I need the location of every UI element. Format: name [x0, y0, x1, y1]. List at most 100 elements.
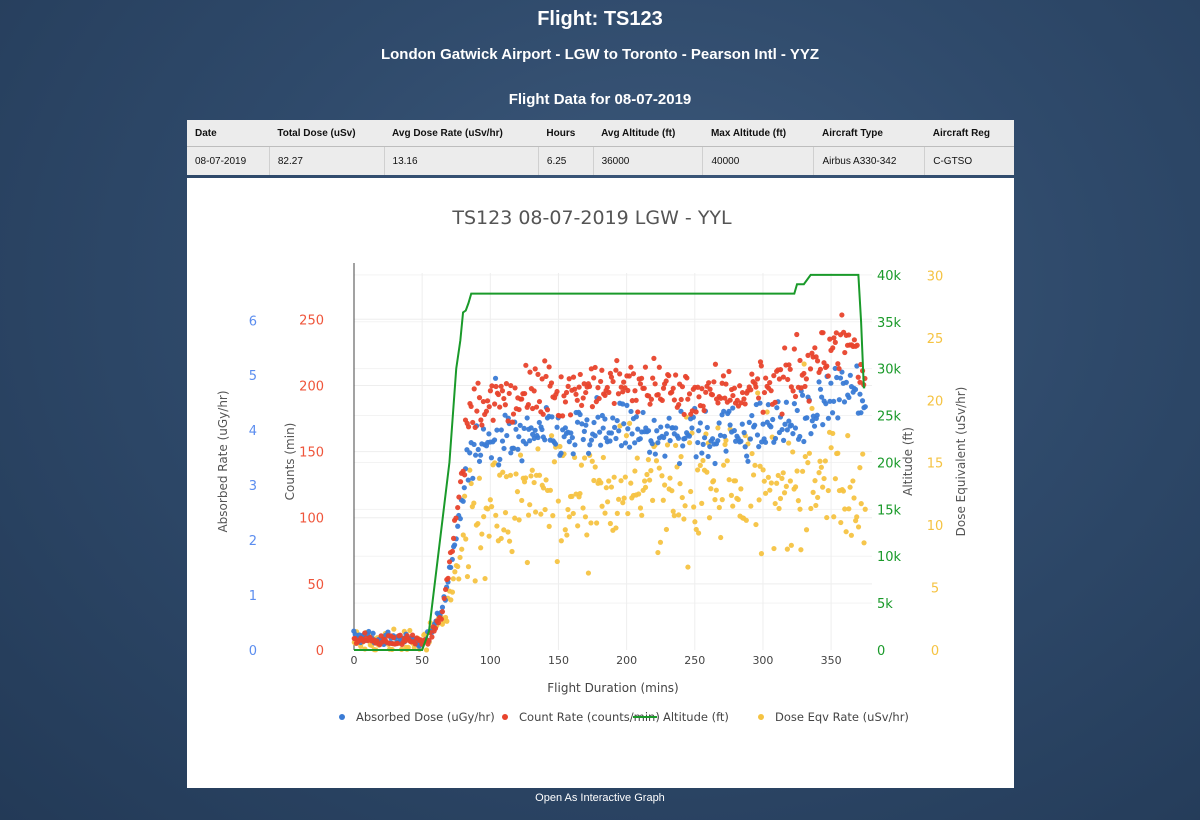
counts-point	[671, 397, 677, 403]
absorbed-point	[654, 428, 660, 434]
column-header: Date	[187, 120, 270, 147]
absorbed-point	[549, 414, 555, 420]
counts-point	[543, 373, 549, 380]
dose-point	[663, 526, 670, 533]
absorbed-point	[697, 420, 703, 426]
dose-point	[797, 506, 803, 512]
counts-point	[780, 374, 786, 380]
counts-point	[503, 381, 510, 387]
counts-point	[378, 633, 384, 639]
counts-point	[633, 397, 639, 403]
counts-point	[606, 389, 612, 395]
absorbed-point	[591, 419, 597, 426]
dose-point	[656, 465, 662, 471]
counts-point	[652, 381, 658, 387]
absorbed-point	[491, 437, 498, 443]
dose-point	[662, 482, 668, 488]
absorbed-point	[658, 424, 664, 430]
counts-point	[753, 384, 759, 390]
dose-point	[848, 532, 854, 538]
counts-point	[669, 389, 675, 395]
counts-point	[831, 335, 837, 341]
absorbed-tick-label: 6	[249, 314, 257, 329]
dose-point	[613, 525, 619, 531]
absorbed-point	[709, 436, 716, 442]
absorbed-point	[792, 425, 799, 431]
dose-point	[584, 532, 590, 538]
counts-point	[610, 378, 616, 385]
dose-point	[798, 547, 804, 553]
dose-point	[862, 506, 868, 512]
dose-point	[591, 477, 597, 484]
counts-point	[602, 392, 608, 399]
chart-container[interactable]: TS123 08-07-2019 LGW - YYL 0 50 100 150 200 25…	[187, 178, 1014, 788]
absorbed-point	[581, 428, 587, 434]
dose-point	[738, 486, 744, 492]
absorbed-point	[749, 412, 755, 419]
absorbed-point	[837, 375, 844, 381]
absorbed-point	[689, 425, 695, 431]
dose-point	[628, 480, 634, 486]
dose-point	[577, 490, 583, 497]
absorbed-point	[772, 435, 779, 442]
dose-point	[636, 491, 642, 497]
altitude-tick-label: 15k	[877, 503, 902, 518]
dose-point	[803, 527, 810, 533]
absorbed-point	[666, 415, 672, 421]
absorbed-point	[530, 431, 536, 437]
counts-point	[394, 640, 401, 646]
dose-point	[550, 513, 556, 519]
dose-point	[598, 480, 604, 486]
counts-point	[693, 409, 699, 415]
dose-point	[851, 495, 857, 501]
altitude-tick-label: 20k	[877, 456, 902, 471]
dose-tick-label: 0	[931, 644, 939, 659]
absorbed-point	[741, 430, 747, 436]
absorbed-point	[843, 379, 849, 385]
counts-point	[830, 345, 836, 351]
absorbed-point	[804, 415, 810, 421]
dose-point	[686, 440, 693, 446]
counts-point	[650, 375, 656, 381]
counts-point	[776, 376, 783, 382]
dose-point	[501, 527, 507, 533]
dose-point	[358, 643, 364, 649]
counts-point	[748, 387, 754, 393]
dose-point	[755, 390, 761, 396]
absorbed-point	[854, 363, 860, 369]
dose-point	[547, 487, 553, 493]
dose-point	[667, 475, 673, 481]
dose-point	[500, 469, 506, 475]
absorbed-point	[859, 398, 866, 404]
dose-point	[838, 519, 844, 526]
dose-point	[691, 504, 697, 510]
dose-point	[456, 576, 462, 582]
counts-point	[726, 368, 732, 375]
dose-point	[783, 483, 789, 490]
counts-point	[663, 378, 669, 384]
open-interactive-graph-link[interactable]: Open As Interactive Graph	[535, 792, 665, 804]
absorbed-point	[602, 416, 608, 422]
counts-point	[532, 366, 538, 372]
dose-tick-label: 30	[927, 269, 944, 284]
absorbed-point	[502, 412, 508, 418]
dose-point	[513, 471, 519, 477]
dose-point	[575, 523, 581, 529]
absorbed-point	[588, 437, 595, 443]
dose-point	[642, 478, 648, 484]
dose-point	[514, 489, 521, 495]
dose-point	[809, 405, 815, 412]
counts-point	[833, 330, 839, 336]
absorbed-point	[352, 631, 358, 638]
counts-point	[777, 367, 784, 373]
absorbed-point	[624, 402, 630, 408]
dose-point	[555, 498, 561, 504]
absorbed-point	[765, 402, 771, 408]
altitude-tick-label: 5k	[877, 597, 893, 612]
counts-point	[812, 345, 818, 351]
dose-point	[730, 503, 736, 509]
dose-point	[685, 564, 691, 570]
absorbed-point	[827, 398, 833, 404]
absorbed-point	[816, 379, 822, 385]
